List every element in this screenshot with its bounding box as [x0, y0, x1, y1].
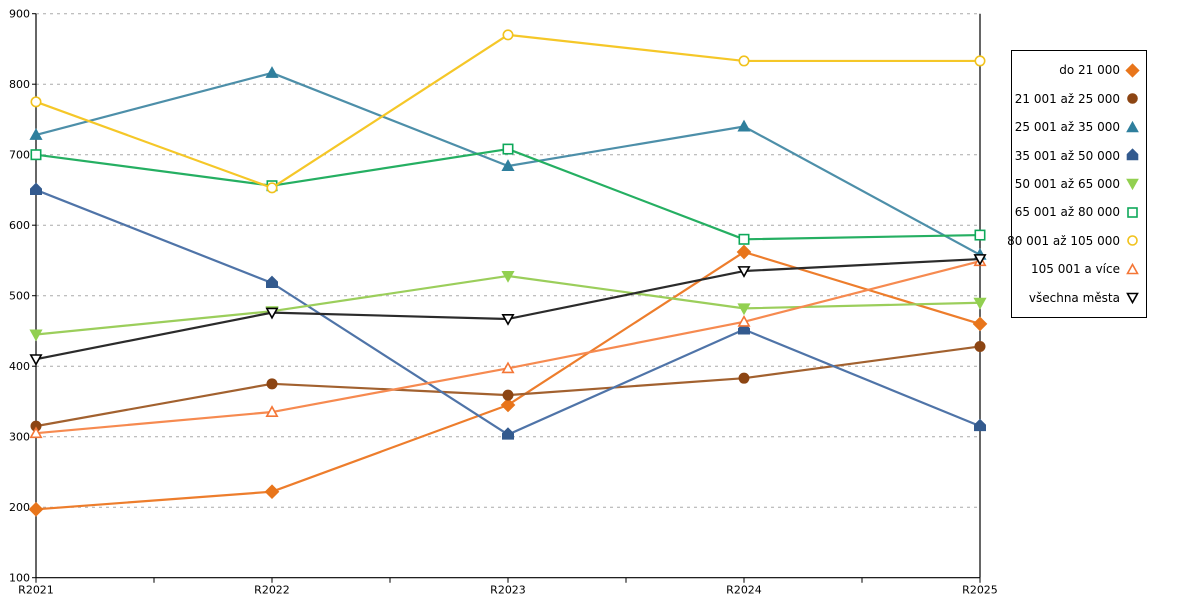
- triangle-up-marker: [1126, 120, 1139, 132]
- data-point-0-2: [500, 397, 516, 413]
- y-tick-label: 200: [9, 501, 30, 514]
- y-tick-label: 100: [9, 572, 30, 585]
- data-point-3-1: [265, 275, 279, 289]
- chart-legend: do 21 000 21 001 až 25 000 25 001 až 35 00…: [1007, 50, 1147, 318]
- legend-label: 25 001 až 35 000: [1014, 120, 1120, 135]
- square-open-legend-icon: [1127, 207, 1138, 218]
- legend-item-1: 21 001 až 25 000: [1012, 91, 1146, 106]
- triangle-down-marker: [1126, 292, 1139, 305]
- x-tick-label: R2022: [254, 584, 290, 597]
- data-point-1-2: [502, 389, 514, 401]
- data-point-6-3: [738, 55, 750, 67]
- data-point-8-1: [265, 307, 279, 320]
- data-point-3-4: [973, 418, 987, 432]
- legend-item-0: do 21 000: [1012, 63, 1146, 78]
- data-point-0-1: [264, 484, 280, 500]
- pentagon-legend-icon: [1126, 148, 1139, 161]
- data-point-2-0: [29, 128, 43, 140]
- legend-label: 50 001 až 65 000: [1014, 176, 1120, 191]
- data-point-4-3: [737, 303, 751, 316]
- data-point-8-4: [973, 254, 987, 266]
- legend-label: 80 001 až 105 000: [1007, 233, 1120, 248]
- legend-label: 65 001 až 80 000: [1014, 205, 1120, 220]
- data-point-2-3: [737, 119, 751, 132]
- circle-marker: [1127, 93, 1138, 104]
- data-point-7-1: [265, 405, 279, 417]
- line-chart-plot: 100 200 300 400 500 600 700 800 900 R2021 R2022 R20…: [9, 8, 998, 597]
- y-tick-label: 400: [9, 360, 30, 373]
- data-point-0-4: [972, 316, 988, 332]
- legend-label: 105 001 a více: [1030, 262, 1120, 277]
- y-tick-label: 600: [9, 219, 30, 232]
- data-point-6-4: [974, 55, 986, 67]
- data-point-6-2: [502, 29, 514, 41]
- legend-label: 21 001 až 25 000: [1014, 91, 1120, 106]
- data-point-5-0: [30, 149, 42, 161]
- triangle-down-legend-icon: [1126, 179, 1139, 191]
- legend-item-5: 65 001 až 80 000: [1012, 205, 1146, 220]
- data-point-6-1: [266, 182, 278, 194]
- triangle-down-marker: [1126, 179, 1139, 191]
- data-point-4-0: [29, 329, 43, 342]
- triangle-up-marker: [1126, 262, 1139, 275]
- data-point-5-2: [502, 143, 514, 155]
- data-point-7-0: [29, 426, 43, 439]
- data-point-4-4: [973, 297, 987, 310]
- legend-item-3: 35 001 až 50 000: [1012, 148, 1146, 163]
- x-tick-label: R2023: [490, 584, 526, 597]
- y-tick-label: 700: [9, 149, 30, 162]
- data-point-5-3: [738, 233, 750, 245]
- series-line-1: [34, 345, 982, 428]
- data-point-3-0: [29, 182, 43, 195]
- circle-open-legend-icon: [1127, 235, 1138, 247]
- data-point-2-1: [265, 66, 279, 78]
- data-point-1-1: [266, 378, 278, 390]
- data-point-6-0: [30, 96, 42, 108]
- y-tick-label: 300: [9, 431, 30, 444]
- data-point-8-3: [737, 266, 751, 278]
- x-tick-label: R2024: [726, 584, 762, 597]
- circle-marker: [1127, 235, 1138, 247]
- data-point-4-2: [501, 270, 515, 283]
- legend-label: všechna města: [1028, 290, 1120, 305]
- x-tick-label: R2021: [18, 584, 54, 597]
- diamond-legend-icon: [1125, 63, 1140, 78]
- y-tick-label: 800: [9, 78, 30, 91]
- series-line-0: [34, 250, 982, 511]
- legend-label: do 21 000: [1059, 63, 1120, 78]
- legend-item-7: 105 001 a více: [1012, 262, 1146, 277]
- legend-item-4: 50 001 až 65 000: [1012, 176, 1146, 191]
- legend-item-2: 25 001 až 35 000: [1012, 120, 1146, 135]
- data-point-1-4: [974, 340, 986, 352]
- diamond-marker: [1125, 63, 1140, 78]
- legend-item-6: 80 001 až 105 000: [1007, 233, 1146, 248]
- data-point-2-2: [501, 159, 515, 171]
- triangle-down-open-legend-icon: [1126, 292, 1139, 305]
- x-tick-label: R2025: [962, 584, 998, 597]
- circle-legend-icon: [1127, 93, 1138, 104]
- data-point-8-2: [501, 314, 515, 326]
- pentagon-marker: [1126, 148, 1139, 161]
- y-tick-label: 900: [9, 8, 30, 21]
- data-point-7-3: [737, 314, 751, 327]
- data-point-1-3: [738, 372, 750, 384]
- data-point-0-3: [736, 244, 752, 260]
- data-point-8-0: [29, 354, 43, 366]
- data-point-7-2: [501, 361, 515, 374]
- y-tick-label: 500: [9, 290, 30, 303]
- legend-label: 35 001 až 50 000: [1014, 148, 1120, 163]
- data-point-3-2: [501, 427, 515, 440]
- triangle-up-legend-icon: [1126, 120, 1139, 132]
- data-point-5-4: [974, 229, 986, 241]
- legend-item-8: všechna města: [1012, 290, 1146, 305]
- triangle-up-open-legend-icon: [1126, 262, 1139, 275]
- data-point-0-0: [28, 501, 44, 517]
- square-marker: [1127, 207, 1138, 218]
